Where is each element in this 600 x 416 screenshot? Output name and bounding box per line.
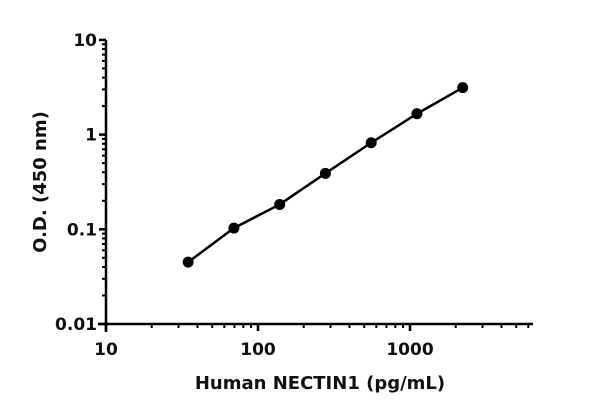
data-point — [457, 82, 469, 94]
x-tick-label: 10 — [94, 340, 118, 360]
x-tick-label: 1000 — [386, 340, 433, 360]
y-tick-label: 0.01 — [55, 315, 97, 335]
x-axis-title: Human NECTIN1 (pg/mL) — [195, 373, 445, 394]
y-tick-label: 1 — [85, 126, 97, 146]
data-point — [411, 108, 423, 120]
data-point — [365, 137, 377, 149]
data-point — [228, 222, 240, 234]
data-point — [182, 256, 194, 268]
x-axis: 10 100 1000 — [94, 322, 533, 360]
data-point — [274, 198, 286, 210]
data-point — [319, 167, 331, 179]
x-tick-label: 100 — [240, 340, 276, 360]
y-tick-label: 10 — [73, 31, 97, 51]
y-tick-label: 0.1 — [67, 220, 97, 240]
y-axis: 0.01 0.1 1 10 — [55, 31, 108, 335]
y-axis-title: O.D. (450 nm) — [30, 111, 51, 253]
plot-area — [182, 82, 469, 268]
